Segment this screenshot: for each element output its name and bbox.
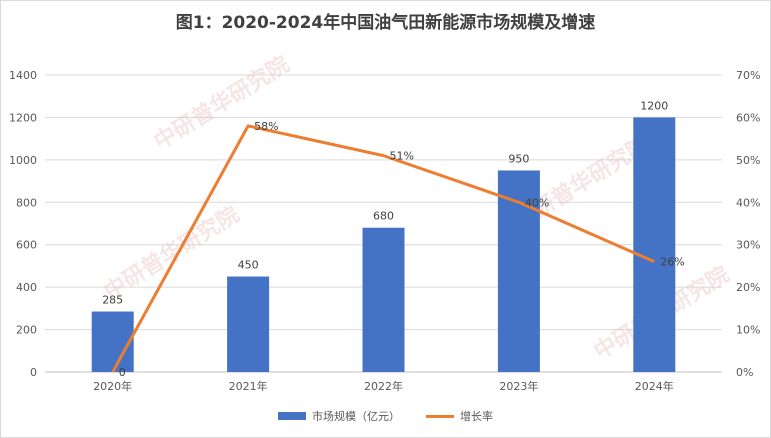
- y-left-tick-label: 1000: [9, 154, 37, 167]
- bar-data-label: 285: [102, 294, 123, 307]
- legend-item-line: 增长率: [426, 408, 493, 424]
- y-right-tick-label: 0%: [736, 366, 753, 379]
- bar: [633, 117, 676, 372]
- y-right-tick-label: 60%: [736, 111, 760, 124]
- bar-data-label: 950: [508, 152, 529, 165]
- y-left-tick-label: 1200: [9, 111, 37, 124]
- y-right-tick-label: 30%: [736, 239, 760, 252]
- chart-title: 图1：2020-2024年中国油气田新能源市场规模及增速: [175, 13, 596, 33]
- x-tick-label: 2022年: [364, 379, 403, 393]
- bar: [227, 276, 270, 372]
- y-left-tick-label: 600: [16, 239, 37, 252]
- y-left-tick-label: 0: [30, 366, 37, 379]
- y-right-tick-label: 40%: [736, 196, 760, 209]
- growth-line: [111, 124, 655, 373]
- y-left-tick-label: 400: [16, 281, 37, 294]
- watermark-text: 中研普华研究院: [99, 201, 243, 305]
- y-left-tick-label: 1400: [9, 69, 37, 82]
- line-data-label: 26%: [660, 256, 684, 269]
- y-left-tick-label: 200: [16, 324, 37, 337]
- x-tick-label: 2021年: [229, 379, 268, 393]
- legend-line-swatch: [426, 414, 454, 418]
- bar: [497, 170, 540, 372]
- x-tick-label: 2020年: [93, 379, 132, 393]
- x-tick-label: 2023年: [499, 379, 538, 393]
- bar-data-label: 1200: [640, 99, 668, 112]
- bar: [91, 311, 134, 372]
- line-data-label: 40%: [525, 196, 549, 209]
- legend: 市场规模（亿元） 增长率: [0, 408, 771, 424]
- line-data-label: 58%: [254, 120, 278, 133]
- y-right-tick-label: 70%: [736, 69, 760, 82]
- watermark-text: 中研普华研究院: [149, 51, 293, 155]
- bar: [362, 227, 405, 372]
- y-right-tick-label: 10%: [736, 324, 760, 337]
- y-right-tick-label: 50%: [736, 154, 760, 167]
- legend-item-bar: 市场规模（亿元）: [278, 408, 400, 424]
- legend-bar-swatch: [278, 412, 306, 420]
- bar-data-label: 450: [238, 259, 259, 272]
- legend-bar-label: 市场规模（亿元）: [312, 410, 400, 423]
- y-right-tick-label: 20%: [736, 281, 760, 294]
- x-tick-label: 2024年: [635, 379, 674, 393]
- line-data-label: 0: [119, 366, 126, 379]
- legend-line-label: 增长率: [460, 410, 493, 423]
- bar-data-label: 680: [373, 210, 394, 223]
- y-left-tick-label: 800: [16, 196, 37, 209]
- line-data-label: 51%: [390, 150, 414, 163]
